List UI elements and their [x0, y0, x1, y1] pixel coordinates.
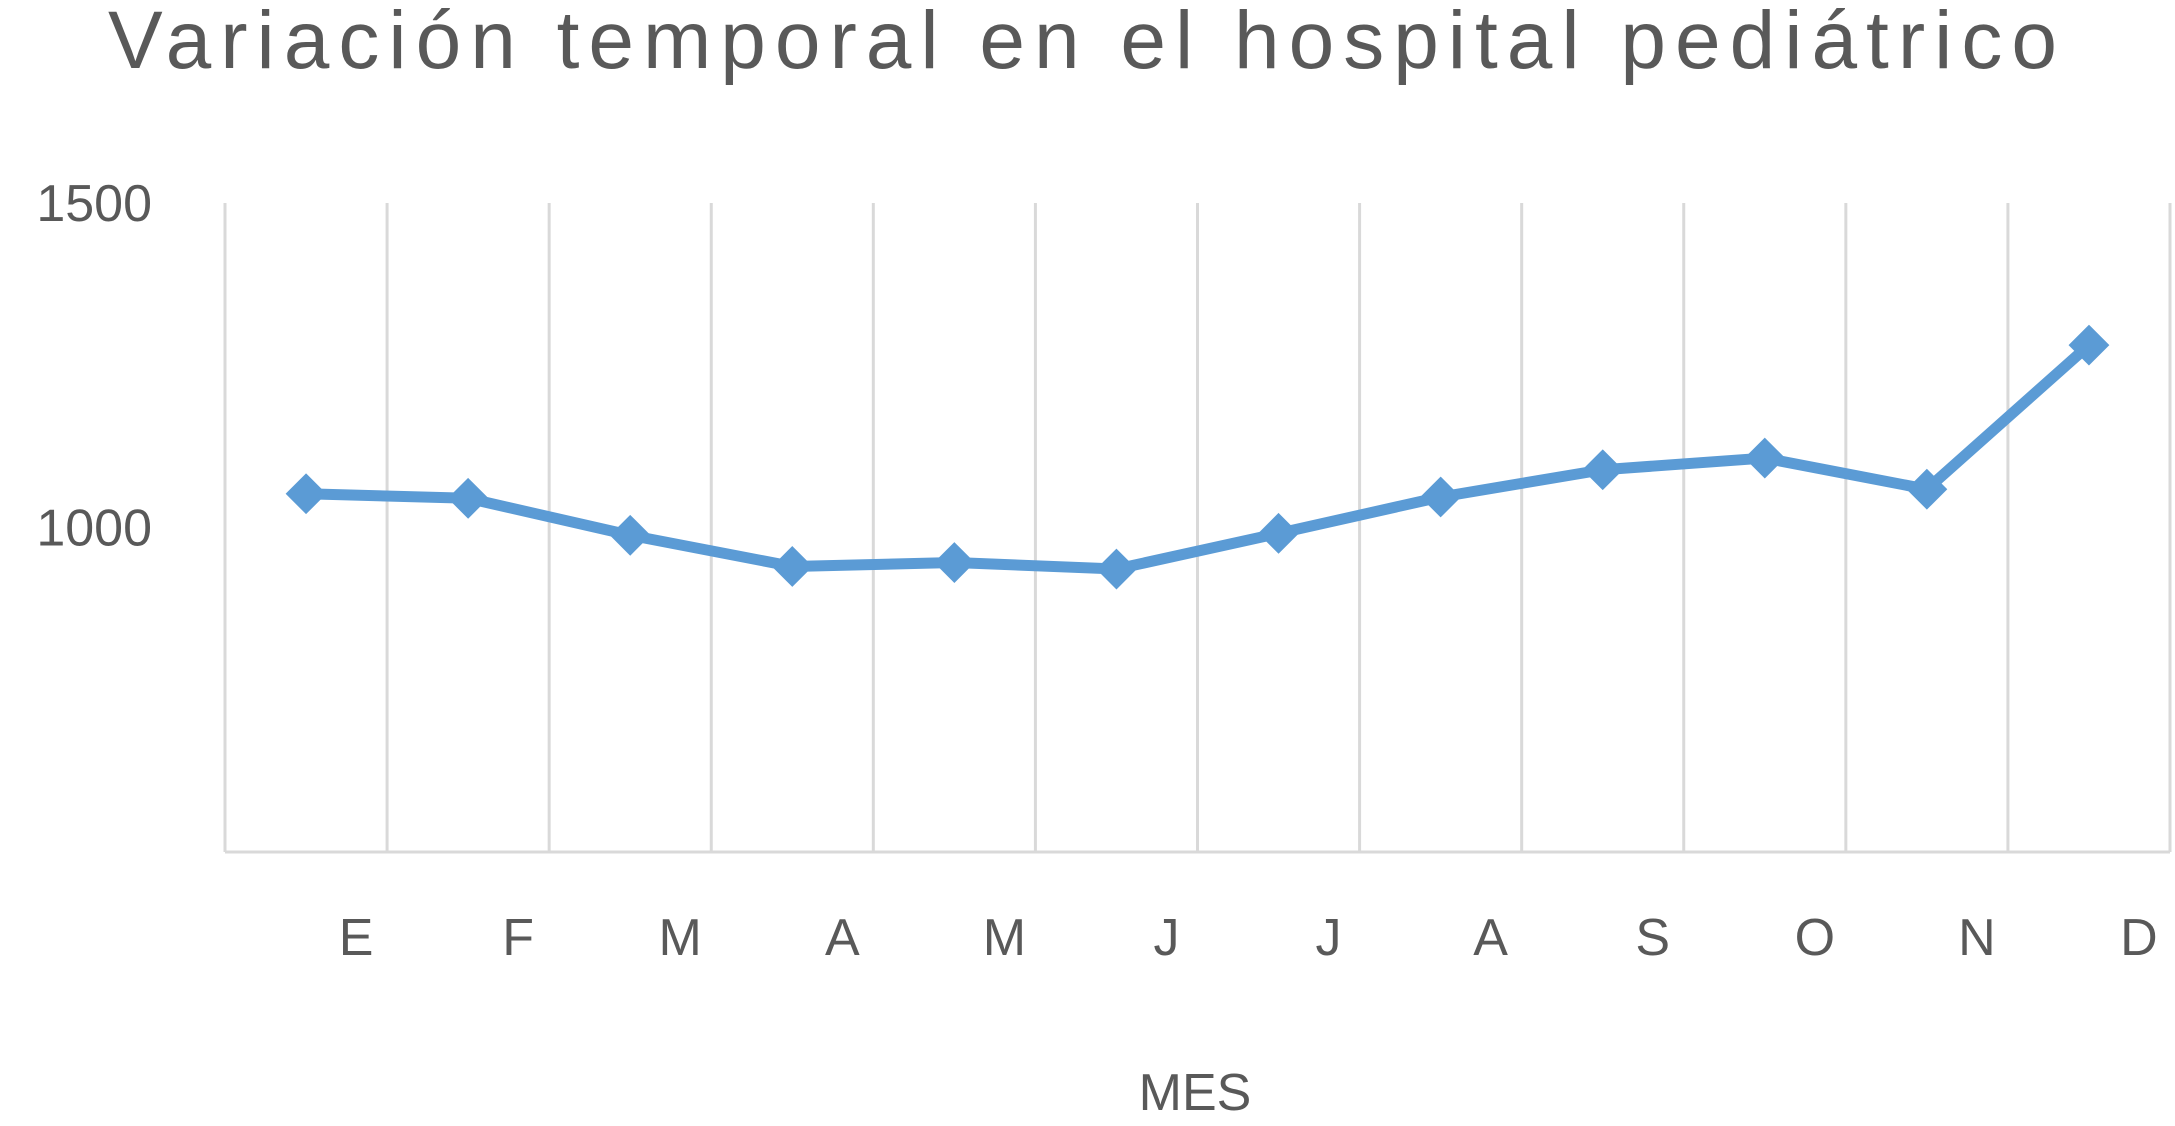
chart-title: Variación temporal en el hospital pediát…	[108, 0, 2066, 86]
y-tick-label: 1500	[36, 175, 152, 233]
data-point-marker	[447, 477, 489, 519]
y-tick-label: 1000	[36, 500, 152, 558]
data-point-marker	[285, 473, 327, 515]
data-point-marker	[933, 542, 975, 583]
x-tick-label: A	[825, 909, 860, 967]
data-point-marker	[1582, 449, 1624, 491]
x-tick-label: A	[1473, 909, 1508, 967]
data-point-marker	[1906, 468, 1948, 510]
x-tick-label: M	[983, 909, 1026, 967]
x-tick-label: J	[1316, 909, 1342, 967]
x-tick-label: O	[1795, 909, 1835, 967]
data-series	[285, 324, 2110, 590]
x-tick-label: D	[2120, 909, 2158, 967]
x-tick-label: F	[502, 909, 534, 967]
x-tick-label: J	[1153, 909, 1179, 967]
x-axis-title: MES	[1139, 1064, 1252, 1122]
x-tick-label: N	[1958, 909, 1996, 967]
data-point-marker	[1744, 437, 1786, 479]
data-point-marker	[771, 546, 813, 587]
data-point-marker	[609, 514, 651, 556]
data-point-marker	[1096, 548, 1137, 590]
series-line	[300, 339, 2095, 575]
data-point-marker	[1420, 476, 1462, 518]
y-axis-tick-labels: 1000 1500	[36, 175, 152, 558]
x-tick-label: S	[1635, 909, 1670, 967]
data-point-marker	[1258, 512, 1299, 554]
x-tick-label: M	[659, 909, 702, 967]
data-point-marker	[2068, 324, 2110, 366]
gridlines	[223, 203, 2172, 852]
x-tick-label: E	[339, 909, 374, 967]
